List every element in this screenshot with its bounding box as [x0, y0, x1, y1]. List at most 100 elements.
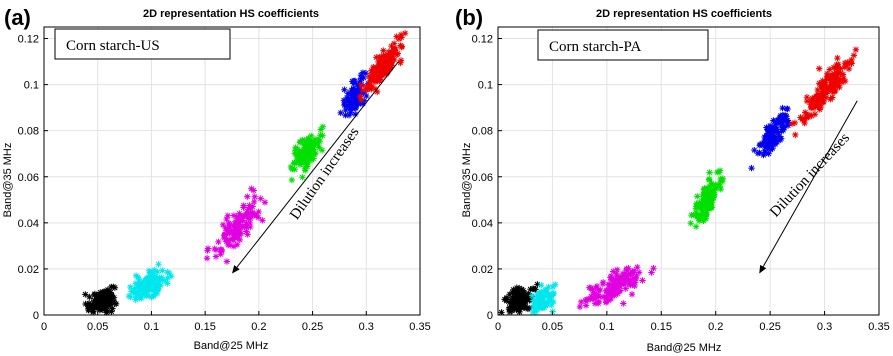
scatter-point [149, 287, 156, 294]
scatter-point [385, 55, 392, 63]
scatter-point [108, 308, 115, 315]
scatter-point [255, 208, 262, 216]
scatter-point [613, 284, 620, 291]
grid [43, 27, 421, 316]
scatter-point [368, 70, 376, 78]
scatter-point [839, 71, 847, 78]
scatter-point [148, 293, 155, 301]
y-tick-label: 0 [33, 310, 39, 322]
scatter-point [803, 97, 811, 105]
scatter-point [634, 263, 641, 271]
scatter-point [509, 289, 516, 296]
scatter-point [834, 54, 841, 62]
scatter-point [130, 289, 137, 296]
scatter-point [288, 165, 296, 173]
scatter-point [595, 300, 602, 307]
scatter-point [220, 234, 228, 242]
scatter-point [132, 272, 140, 279]
scatter-point [153, 275, 161, 282]
x-tick-label: 0.15 [194, 321, 215, 333]
scatter-point [816, 106, 823, 113]
x-tick-label: 0.1 [144, 321, 159, 333]
scatter-point [778, 127, 785, 135]
scatter-point [103, 288, 111, 295]
scatter-point [145, 267, 153, 275]
scatter-point [363, 86, 371, 94]
scatter-point [520, 296, 527, 304]
scatter-point [754, 150, 762, 157]
scatter-point [697, 211, 705, 218]
scatter-point [513, 289, 521, 297]
scatter-point [244, 193, 251, 200]
scatter-point [370, 63, 377, 71]
scatter-point [539, 297, 546, 305]
scatter-point [361, 97, 368, 104]
scatter-point [306, 155, 314, 163]
scatter-point [541, 304, 548, 311]
scatter-series [576, 263, 657, 311]
scatter-point [595, 292, 602, 300]
scatter-point [229, 235, 236, 243]
scatter-point [368, 82, 376, 90]
scatter-point [388, 48, 395, 56]
scatter-point [374, 73, 381, 80]
scatter-point [299, 174, 306, 181]
panel-label: (a) [4, 5, 31, 30]
scatter-point [358, 81, 365, 89]
scatter-point [784, 105, 791, 113]
annotation-text: Dilution increases [767, 130, 853, 221]
scatter-point [803, 94, 811, 101]
x-tick-label: 0.3 [359, 321, 374, 333]
scatter-point [349, 78, 356, 85]
scatter-point [301, 163, 309, 170]
scatter-point [143, 281, 150, 288]
scatter-point [393, 51, 401, 58]
scatter-point [828, 84, 835, 91]
scatter-point [227, 242, 234, 249]
scatter-point [514, 287, 522, 294]
scatter-point [792, 131, 799, 139]
scatter-point [628, 291, 636, 298]
scatter-point [777, 136, 784, 144]
scatter-point [702, 209, 710, 216]
scatter-point [362, 83, 370, 91]
scatter-point [100, 303, 107, 310]
scatter-point [127, 293, 134, 301]
scatter-point [848, 56, 855, 64]
scatter-point [390, 40, 398, 47]
scatter-point [696, 214, 704, 221]
scatter-point [692, 223, 700, 230]
scatter-point [819, 98, 827, 106]
scatter-point [607, 295, 615, 303]
scatter-point [594, 290, 602, 298]
scatter-point [391, 56, 398, 64]
scatter-point [148, 281, 156, 288]
scatter-point [606, 292, 614, 299]
scatter-point [167, 273, 175, 280]
scatter-point [711, 191, 718, 198]
scatter-point [582, 297, 589, 304]
scatter-point [352, 95, 359, 102]
scatter-point [257, 195, 264, 202]
scatter-point [819, 88, 826, 95]
scatter-point [510, 286, 517, 293]
scatter-point [717, 186, 724, 193]
scatter-point [706, 169, 713, 176]
scatter-point [702, 202, 709, 209]
scatter-point [816, 65, 823, 72]
scatter-point [592, 295, 599, 302]
scatter-point [152, 288, 159, 295]
scatter-point [374, 88, 381, 96]
chart-title: 2D representation HS coefficients [596, 8, 772, 20]
scatter-point [246, 219, 254, 227]
scatter-point [372, 75, 380, 83]
scatter-point [317, 131, 324, 139]
scatter-point [380, 47, 387, 54]
scatter-point [821, 79, 829, 86]
scatter-point [344, 102, 352, 110]
scatter-point [635, 269, 643, 276]
scatter-point [371, 77, 378, 84]
scatter-point [710, 194, 717, 201]
scatter-point [756, 149, 763, 156]
scatter-point [85, 300, 93, 307]
